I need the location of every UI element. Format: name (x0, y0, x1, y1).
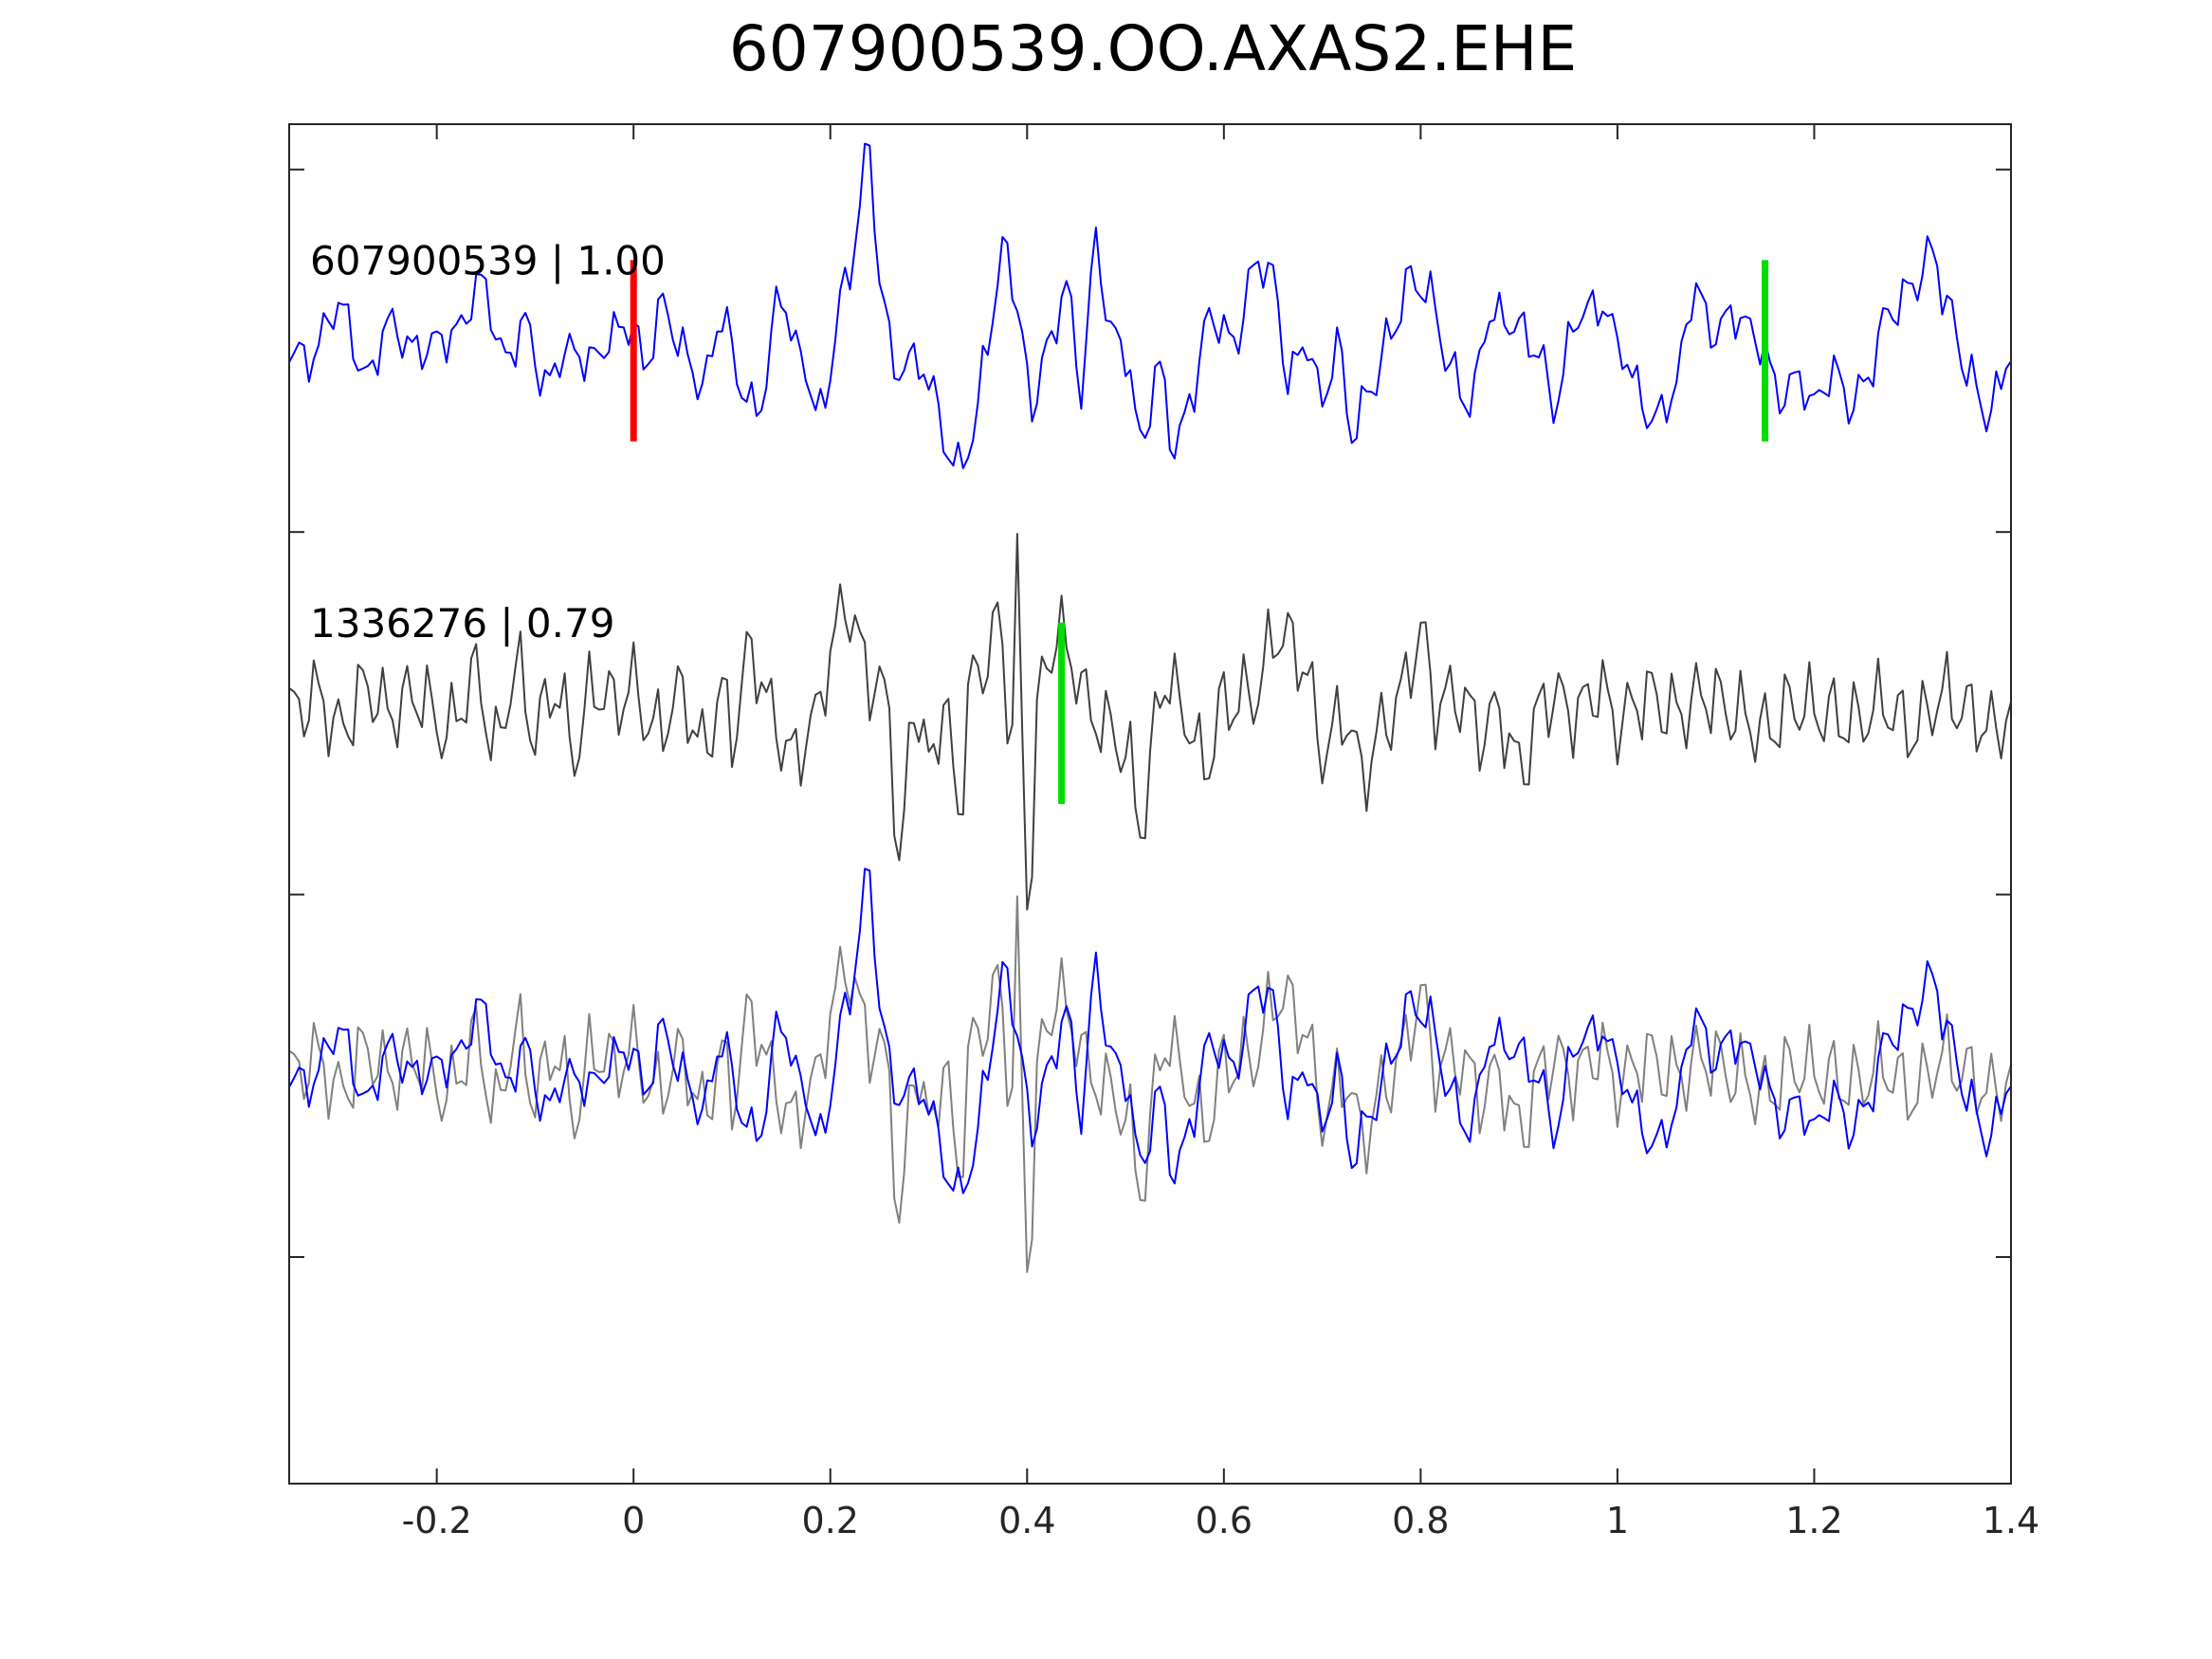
y-axis (289, 168, 2011, 1258)
x-tick-label: 0.8 (1392, 1500, 1449, 1541)
chart-title: 607900539.OO.AXAS2.EHE (729, 12, 1578, 85)
x-tick-label: 0.6 (1196, 1500, 1252, 1541)
trace-0-line (288, 142, 2012, 469)
x-tick-label: 1 (1606, 1500, 1629, 1541)
trace-0-label: 607900539 | 1.00 (310, 238, 666, 284)
trace-1-label: 1336276 | 0.79 (310, 600, 614, 647)
x-tick-label: -0.2 (402, 1500, 472, 1541)
trace-1-line (288, 533, 2012, 911)
overlay-series-1 (288, 867, 2012, 1194)
x-tick-label: 1.2 (1785, 1500, 1842, 1541)
plot-area (288, 142, 2012, 1273)
x-tick-label: 1.4 (1983, 1500, 2039, 1541)
x-axis: -0.2 0 0.2 0.4 0.6 0.8 1 1.2 1.4 (402, 124, 2039, 1541)
trace-labels: 607900539 | 1.00 1336276 | 0.79 (310, 238, 666, 647)
x-tick-label: 0.2 (802, 1500, 859, 1541)
x-tick-label: 0 (622, 1500, 645, 1541)
x-tick-label: 0.4 (998, 1500, 1055, 1541)
overlay-series-0 (288, 895, 2012, 1273)
axes-box (288, 123, 2012, 1485)
